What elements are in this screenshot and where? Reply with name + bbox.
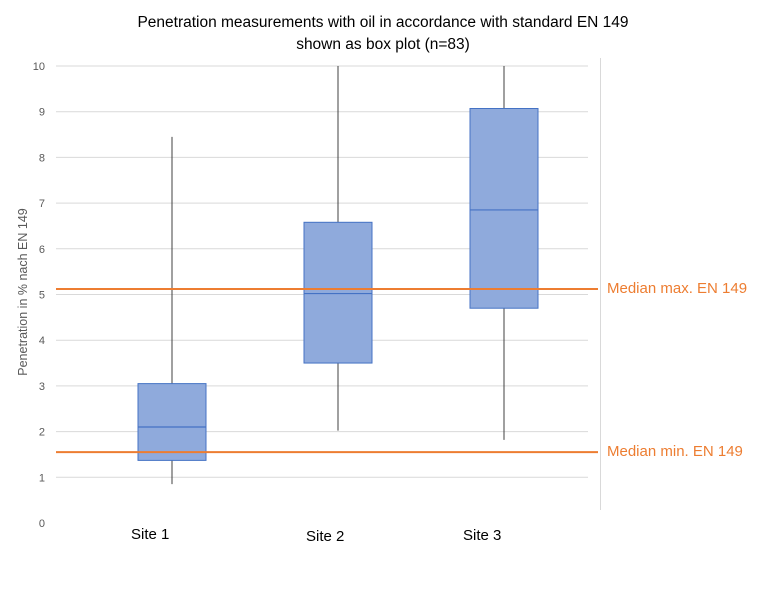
reference-line-label: Median min. EN 149 — [607, 443, 743, 461]
plot-right-border — [600, 58, 601, 510]
y-tick-labels: 0 1 2 3 4 5 6 7 8 9 10 — [33, 61, 45, 530]
box-3 — [469, 66, 539, 440]
box-iqr — [303, 221, 373, 364]
boxes — [137, 66, 539, 485]
y-tick-label: 2 — [39, 427, 45, 439]
box-iqr — [469, 108, 539, 309]
y-tick-label: 10 — [33, 61, 45, 73]
y-tick-label: 5 — [39, 290, 45, 302]
y-tick-label: 3 — [39, 381, 45, 393]
x-tick-label: Site 1 — [131, 526, 170, 543]
chart-title-line-2: shown as box plot (n=83) — [296, 36, 470, 53]
y-tick-label: 4 — [39, 335, 45, 347]
x-tick-label: Site 2 — [306, 528, 345, 545]
y-tick-label: 0 — [39, 518, 45, 530]
reference-line-label: Median max. EN 149 — [607, 280, 748, 298]
box-2 — [303, 66, 373, 431]
y-tick-label: 1 — [39, 472, 45, 484]
y-tick-label: 9 — [39, 107, 45, 119]
y-tick-label: 6 — [39, 244, 45, 256]
box-1 — [137, 136, 207, 485]
x-tick-label: Site 3 — [463, 527, 502, 544]
box-iqr — [137, 383, 207, 461]
y-tick-label: 8 — [39, 152, 45, 164]
reference-lines — [56, 288, 598, 454]
y-tick-label: 7 — [39, 198, 45, 210]
chart-title-line-1: Penetration measurements with oil in acc… — [137, 14, 629, 31]
